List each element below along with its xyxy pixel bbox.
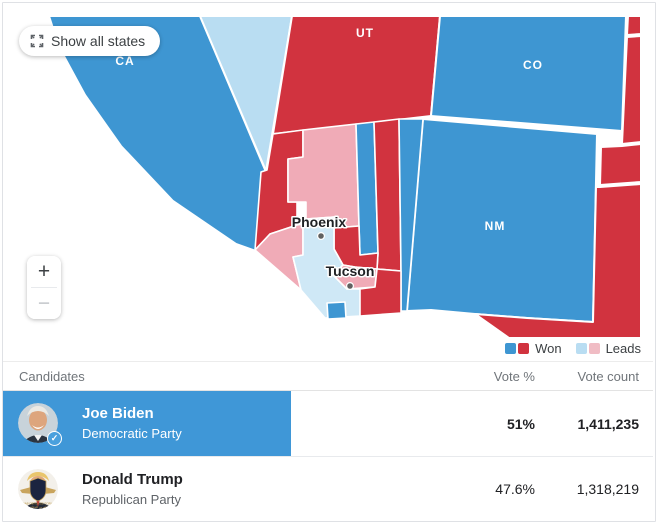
- candidate-identity: ✓ Joe Biden Democratic Party: [18, 403, 182, 446]
- map-canvas[interactable]: CA UT CO NM Phoenix Tucson: [3, 3, 653, 339]
- city-label-tucson: Tucson: [326, 263, 375, 279]
- header-candidates: Candidates: [19, 368, 85, 384]
- legend-leads-label: Leads: [605, 340, 641, 356]
- legend-won: Won: [505, 341, 562, 356]
- table-header: Candidates Vote % Vote count: [3, 361, 653, 391]
- zoom-divider: [31, 287, 57, 288]
- candidate-row-trump: ARAB DEFENSE FORUM المنتدى العربي للدفاع…: [3, 456, 653, 521]
- trump-vote-count: 1,318,219: [576, 481, 639, 497]
- show-all-states-label: Show all states: [51, 33, 146, 49]
- watermark-subtext: المنتدى العربي للدفاع والتسليح: [19, 505, 57, 509]
- az-county-santacruz[interactable]: [326, 301, 347, 320]
- election-results-widget: CA UT CO NM Phoenix Tucson Show all stat…: [2, 2, 656, 522]
- state-edge-north[interactable]: [626, 15, 642, 36]
- az-county-apache[interactable]: [373, 118, 402, 272]
- expand-icon: [30, 34, 44, 48]
- state-co[interactable]: [430, 15, 627, 132]
- biden-vote-pct: 51%: [506, 415, 535, 432]
- legend-swatch-rep-leads: [588, 342, 600, 354]
- legend-swatch-dem-leads: [575, 342, 587, 354]
- candidate-party: Democratic Party: [82, 425, 182, 441]
- state-ok-panhandle[interactable]: [599, 143, 642, 186]
- legend-swatch-rep-won: [518, 342, 530, 354]
- header-vote-count: Vote count: [577, 368, 639, 384]
- city-dot-phoenix: [317, 232, 326, 241]
- state-label-ca: CA: [115, 54, 134, 68]
- state-tx[interactable]: [474, 183, 642, 339]
- state-label-nm: NM: [485, 219, 506, 233]
- zoom-in-button[interactable]: +: [27, 256, 61, 287]
- biden-avatar: ✓: [18, 403, 62, 446]
- candidate-row-biden: ✓ Joe Biden Democratic Party 51% 1,411,2…: [3, 391, 653, 456]
- az-county-cochise[interactable]: [359, 268, 402, 317]
- watermark-text: ARAB DEFENSE FORUM: [20, 502, 56, 506]
- candidate-name: Joe Biden: [82, 404, 154, 422]
- state-label-co: CO: [523, 58, 543, 72]
- state-label-ut: UT: [356, 26, 374, 40]
- candidate-party: Republican Party: [82, 491, 181, 507]
- city-dot-tucson: [346, 282, 355, 291]
- election-map[interactable]: CA UT CO NM Phoenix Tucson Show all stat…: [3, 3, 653, 339]
- az-county-east-sliver[interactable]: [398, 118, 424, 312]
- biden-vote-count: 1,411,235: [577, 415, 639, 432]
- header-vote-pct: Vote %: [493, 368, 535, 384]
- candidate-identity: ARAB DEFENSE FORUM المنتدى العربي للدفاع…: [18, 469, 183, 509]
- trump-avatar-watermarked: ARAB DEFENSE FORUM المنتدى العربي للدفاع…: [18, 469, 58, 509]
- zoom-out-button[interactable]: −: [27, 288, 61, 319]
- candidate-name: Donald Trump: [82, 470, 183, 488]
- trump-vote-pct: 47.6%: [495, 481, 535, 497]
- city-label-phoenix: Phoenix: [292, 214, 347, 230]
- legend-won-label: Won: [535, 340, 562, 356]
- winner-check-icon: ✓: [47, 431, 62, 446]
- legend-leads: Leads: [575, 340, 641, 356]
- map-legend: Won Leads: [3, 337, 653, 359]
- legend-swatch-dem-won: [505, 342, 517, 354]
- state-edge-strip[interactable]: [621, 35, 642, 145]
- show-all-states-button[interactable]: Show all states: [19, 26, 161, 56]
- map-zoom-control[interactable]: + −: [27, 256, 61, 319]
